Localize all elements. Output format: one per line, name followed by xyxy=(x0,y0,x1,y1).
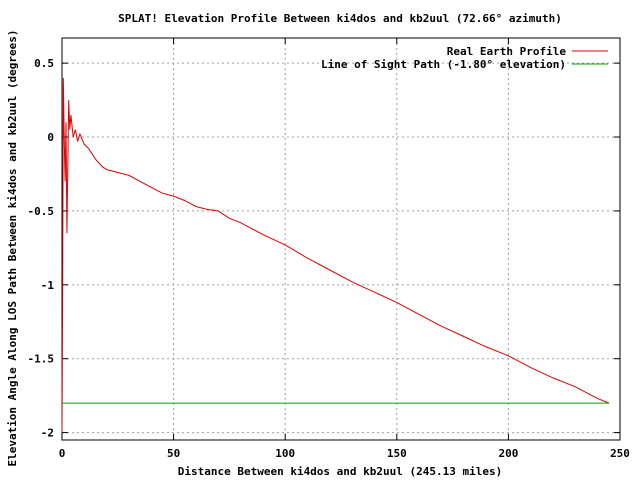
legend-label: Real Earth Profile xyxy=(447,45,567,58)
x-axis-label: Distance Between ki4dos and kb2uul (245.… xyxy=(178,465,503,478)
y-axis-label: Elevation Angle Along LOS Path Between k… xyxy=(6,29,19,466)
real-earth-profile-line xyxy=(61,77,610,433)
y-tick-label: -0.5 xyxy=(28,205,55,218)
y-tick-label: 0.5 xyxy=(34,57,54,70)
chart-title: SPLAT! Elevation Profile Between ki4dos … xyxy=(118,12,562,25)
x-tick-label: 50 xyxy=(167,447,180,460)
x-tick-label: 200 xyxy=(498,447,518,460)
y-tick-label: -1 xyxy=(41,279,55,292)
y-tick-label: -1.5 xyxy=(28,353,55,366)
x-tick-label: 150 xyxy=(387,447,407,460)
y-tick-label: 0 xyxy=(47,131,54,144)
x-tick-label: 100 xyxy=(275,447,295,460)
x-tick-label: 250 xyxy=(610,447,630,460)
x-tick-label: 0 xyxy=(59,447,66,460)
legend-label: Line of Sight Path (-1.80° elevation) xyxy=(321,58,566,71)
y-tick-label: -2 xyxy=(41,427,54,440)
plot-frame xyxy=(61,37,621,441)
